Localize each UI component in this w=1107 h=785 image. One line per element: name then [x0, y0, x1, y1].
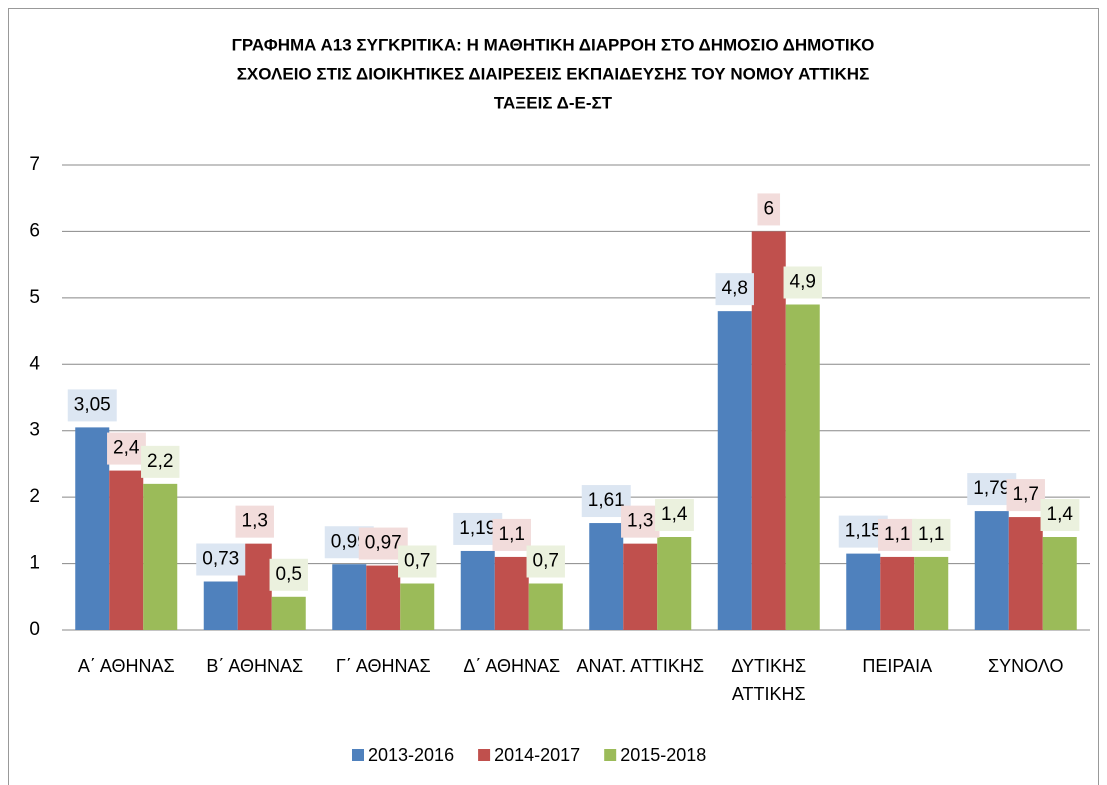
legend-label: 2014-2017 [494, 745, 580, 765]
y-tick-label: 2 [29, 486, 40, 507]
data-label: 0,7 [533, 551, 559, 572]
y-tick-label: 1 [29, 553, 40, 574]
data-label-box [398, 545, 437, 578]
bar [400, 583, 435, 630]
x-tick-label: ΣΥΝΟΛΟ [988, 656, 1064, 676]
data-label-box [107, 432, 146, 465]
data-label: 0,99 [331, 531, 368, 552]
bar [1008, 517, 1043, 630]
legend-swatch [352, 749, 364, 761]
y-tick-label: 6 [29, 220, 40, 241]
bar [366, 565, 401, 630]
bar [494, 556, 529, 630]
chart-title: ΓΡΑΦΗΜΑ Α13 ΣΥΓΚΡΙΤΙΚΑ: Η ΜΑΘΗΤΙΚΗ ΔΙΑΡΡ… [232, 35, 875, 54]
data-label: 1,61 [588, 490, 625, 511]
data-label: 6 [763, 198, 774, 219]
data-label-box [235, 505, 274, 538]
x-tick-label: Δ΄ ΑΘΗΝΑΣ [463, 656, 561, 676]
data-label: 2,2 [147, 451, 173, 472]
data-label: 1,3 [627, 511, 653, 532]
legend-swatch [604, 749, 617, 761]
bar [974, 511, 1009, 630]
bar [109, 470, 144, 630]
data-label: 1,1 [499, 524, 525, 545]
x-tick-label: Α΄ ΑΘΗΝΑΣ [77, 656, 175, 676]
bar [657, 537, 692, 630]
data-label-box [1006, 479, 1045, 512]
data-label: 4,8 [722, 278, 748, 299]
bar [751, 231, 786, 630]
bar [203, 581, 238, 630]
x-tick-label: Β΄ ΑΘΗΝΑΣ [206, 656, 304, 676]
bar [717, 311, 752, 630]
data-label: 0,7 [404, 551, 430, 572]
legend-swatch [478, 749, 491, 761]
bar [589, 523, 624, 630]
data-label-box [269, 558, 308, 591]
data-label-box [757, 193, 781, 226]
data-label-box [141, 445, 180, 478]
y-tick-label: 5 [29, 287, 40, 308]
chart-border [8, 8, 1099, 785]
data-label: 1,15 [845, 521, 882, 542]
bar [1042, 537, 1077, 630]
data-label: 3,05 [74, 394, 111, 415]
data-label: 0,97 [365, 533, 402, 554]
chart-title: ΣΧΟΛΕΙΟ ΣΤΙΣ ΔΙΟΙΚΗΤΙΚΕΣ ΔΙΑΙΡΕΣΕΙΣ ΕΚΠΑ… [237, 64, 870, 83]
data-label-box [715, 273, 754, 306]
x-tick-label: ΠΕΙΡΑΙΑ [862, 656, 933, 676]
data-label-box [912, 518, 951, 551]
data-label-box [1040, 499, 1080, 531]
data-label: 1,7 [1013, 484, 1039, 505]
bar [332, 564, 367, 630]
data-label: 1,19 [459, 518, 496, 539]
bar [846, 553, 881, 630]
y-tick-label: 4 [29, 353, 40, 374]
bar [880, 556, 915, 630]
data-label: 4,9 [790, 272, 816, 293]
data-label-box [621, 505, 660, 538]
data-label: 1,1 [884, 524, 910, 545]
data-label-box [196, 543, 246, 576]
legend-label: 2013-2016 [368, 745, 454, 765]
data-label: 1,4 [1047, 504, 1074, 525]
legend-label: 2015-2018 [620, 745, 706, 765]
bar [75, 427, 110, 630]
data-label: 2,4 [113, 438, 140, 459]
chart-title: ΤΑΞΕΙΣ Δ-Ε-ΣΤ [494, 93, 613, 112]
bar [460, 550, 495, 630]
bar [528, 583, 563, 630]
bar [143, 483, 178, 630]
data-label-box [492, 518, 531, 551]
y-tick-label: 3 [29, 420, 40, 441]
bar [271, 596, 306, 630]
bar [914, 556, 949, 630]
data-label: 1,3 [242, 511, 268, 532]
y-tick-label: 0 [29, 619, 40, 640]
data-label-box [526, 545, 565, 578]
data-label-box [878, 518, 917, 551]
data-label-box [783, 266, 822, 299]
data-label: 1,1 [918, 524, 944, 545]
x-tick-label: ΑΝΑΤ. ΑΤΤΙΚΗΣ [576, 656, 705, 676]
data-label: 0,5 [276, 564, 302, 585]
data-label: 1,4 [661, 504, 688, 525]
data-label-box [655, 499, 694, 531]
x-tick-label: ΔΥΤΙΚΗΣ ΑΤΤΙΚΗΣ [731, 656, 807, 704]
bar [785, 304, 820, 630]
data-label: 0,73 [202, 549, 239, 570]
bar [623, 543, 658, 630]
data-label: 1,79 [973, 478, 1010, 499]
x-tick-label: Γ΄ ΑΘΗΝΑΣ [335, 656, 431, 676]
data-label-box [67, 389, 117, 422]
y-tick-label: 7 [29, 154, 40, 175]
